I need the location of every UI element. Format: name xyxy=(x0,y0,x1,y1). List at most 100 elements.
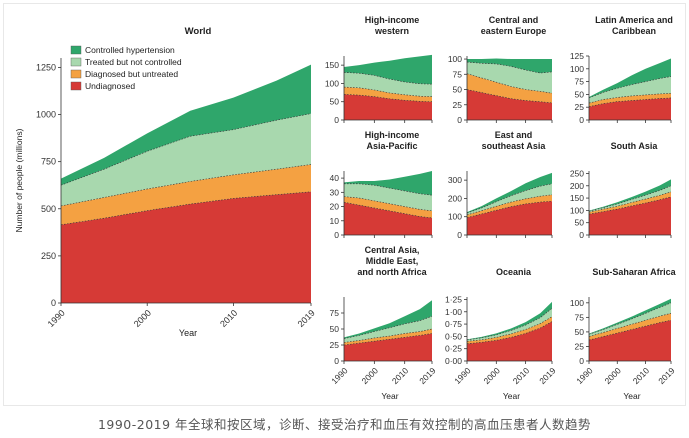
y-tick-label: 125 xyxy=(570,51,584,61)
x-tick-label: 2000 xyxy=(481,365,502,386)
boundary-line xyxy=(588,97,672,107)
y-tick-label: 0·75 xyxy=(445,319,462,329)
chart-title-line: western xyxy=(374,26,409,36)
boundary-line xyxy=(466,321,553,345)
y-tick-label: 50 xyxy=(575,218,585,228)
boundary-line xyxy=(60,113,312,186)
legend-item: Undiagnosed xyxy=(85,81,135,91)
chart-title-line: Central Asia, xyxy=(365,245,420,255)
y-tick-label: 75 xyxy=(575,312,585,322)
y-tick-label: 75 xyxy=(330,308,340,318)
x-tick-label: 1990 xyxy=(46,308,67,329)
area-controlled xyxy=(61,64,311,186)
y-tick-label: 25 xyxy=(453,100,463,110)
chart-title-line: South Asia xyxy=(611,141,659,151)
boundary-line xyxy=(343,328,433,343)
area-diagnosed-untreated xyxy=(589,313,671,341)
chart-title-line: Sub-Saharan Africa xyxy=(592,267,676,277)
y-tick-label: 50 xyxy=(575,89,585,99)
area-undiagnosed xyxy=(344,202,432,235)
area-controlled xyxy=(344,171,432,196)
legend-item: Controlled hypertension xyxy=(85,45,175,55)
chart-title-line: eastern Europe xyxy=(481,26,547,36)
legend-swatch xyxy=(70,57,82,67)
area-controlled xyxy=(589,298,671,335)
y-tick-label: 30 xyxy=(330,187,340,197)
legend-item: Diagnosed but untreated xyxy=(85,69,178,79)
y-tick-label: 0·00 xyxy=(445,356,462,366)
y-tick-label: 75 xyxy=(575,77,585,87)
chart-central-asia-middle-east-north-africa: Central Asia,Middle East,and north Afric… xyxy=(329,245,438,401)
area-diagnosed-untreated xyxy=(61,164,311,225)
boundary-line xyxy=(343,315,433,339)
y-tick-label: 250 xyxy=(570,168,584,178)
chart-world: World 0 250 500 750 1000 1250 1990 2000 2010 2019 Y… xyxy=(14,26,317,338)
area-diagnosed-untreated xyxy=(467,316,552,344)
y-tick-label: 50 xyxy=(330,97,340,107)
area-undiagnosed xyxy=(589,97,671,120)
y-tick-label: 50 xyxy=(575,327,585,337)
y-tick-label: 10 xyxy=(330,216,340,226)
y-tick-label: 250 xyxy=(41,251,56,261)
y-axis-label: Number of people (millions) xyxy=(14,128,24,232)
y-tick-label: 25 xyxy=(575,341,585,351)
y-tick-label: 0 xyxy=(334,115,339,125)
boundary-line xyxy=(588,302,672,335)
area-undiagnosed xyxy=(467,89,552,120)
area-diagnosed-untreated xyxy=(344,87,432,102)
chart-title-line: Latin America and xyxy=(595,15,673,25)
chart-sub-saharan-africa: Sub-Saharan Africa 0 25 50 75 100 1990 2000 2010… xyxy=(570,267,677,401)
x-tick-label: 1990 xyxy=(574,365,595,386)
boundary-line xyxy=(343,333,433,346)
y-tick-label: 300 xyxy=(448,175,462,185)
y-tick-label: 200 xyxy=(448,193,462,203)
x-tick-label: 1990 xyxy=(329,365,350,386)
y-tick-label: 500 xyxy=(41,204,56,214)
y-tick-label: 0 xyxy=(334,356,339,366)
y-tick-label: 100 xyxy=(448,54,462,64)
area-controlled xyxy=(467,58,552,74)
x-tick-label: 2010 xyxy=(390,365,411,386)
y-tick-label: 100 xyxy=(448,212,462,222)
area-treated-not-controlled xyxy=(344,183,432,211)
area-diagnosed-untreated xyxy=(467,73,552,103)
y-tick-label: 0 xyxy=(457,115,462,125)
area-undiagnosed xyxy=(589,320,671,361)
x-tick-label: 2010 xyxy=(218,308,239,329)
x-tick-label: 1990 xyxy=(452,365,473,386)
boundary-line xyxy=(466,316,553,342)
boundary-line xyxy=(588,196,672,215)
area-controlled xyxy=(589,58,671,98)
x-tick-label: 2010 xyxy=(511,365,532,386)
legend-swatch xyxy=(70,81,82,91)
boundary-line xyxy=(466,194,553,216)
y-tick-label: 25 xyxy=(575,102,585,112)
y-tick-label: 0 xyxy=(579,356,584,366)
area-undiagnosed xyxy=(344,333,432,361)
y-tick-label: 0 xyxy=(579,230,584,240)
area-diagnosed-untreated xyxy=(344,196,432,218)
y-tick-label: 25 xyxy=(330,340,340,350)
area-controlled xyxy=(344,300,432,339)
figure-caption: 1990-2019 年全球和按区域，诊断、接受治疗和血压有效控制的高血压患者人数… xyxy=(97,417,592,432)
y-tick-label: 50 xyxy=(330,324,340,334)
boundary-line xyxy=(588,191,672,213)
y-tick-label: 75 xyxy=(453,69,463,79)
legend-swatch xyxy=(70,69,82,79)
y-tick-label: 150 xyxy=(570,193,584,203)
chart-oceania: Oceania 0·00 0·25 0·50 0·75 1·00 1·25 1990 2000 2… xyxy=(445,267,558,401)
figure-frame: World 0 250 500 750 1000 1250 1990 2000 2010 2019 Y… xyxy=(3,3,686,406)
y-tick-label: 0 xyxy=(457,230,462,240)
chart-title-line: Asia-Pacific xyxy=(366,141,417,151)
y-tick-label: 20 xyxy=(330,202,340,212)
area-controlled xyxy=(467,172,552,214)
area-undiagnosed xyxy=(467,321,552,361)
x-tick-label: 2019 xyxy=(417,365,438,386)
chart-title-line: Central and xyxy=(489,15,539,25)
y-tick-label: 100 xyxy=(325,78,339,88)
y-tick-label: 0 xyxy=(334,230,339,240)
boundary-line xyxy=(466,73,553,94)
